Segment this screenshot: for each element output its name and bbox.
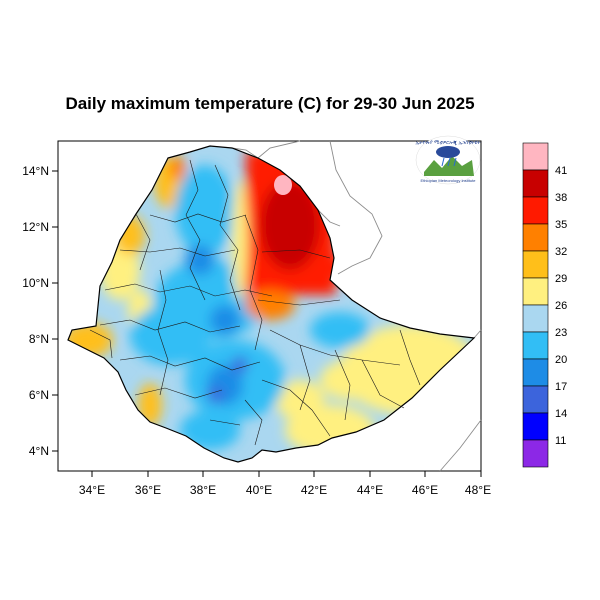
x-tick-label: 44°E	[357, 483, 383, 497]
legend-label: 38	[555, 192, 567, 204]
axis-ticks	[52, 170, 482, 477]
y-tick-label: 14°N	[22, 164, 49, 178]
legend-label: 32	[555, 246, 567, 258]
legend-label: 17	[555, 381, 567, 393]
x-tick-label: 46°E	[412, 483, 438, 497]
legend-label: 20	[555, 354, 567, 366]
admin-boundaries	[89, 159, 421, 446]
legend-label: 35	[555, 219, 567, 231]
color-legend: 41 38 35 32 29 26 23 20 17 14 11	[522, 142, 567, 468]
legend-label: 41	[555, 165, 567, 177]
y-tick-label: 4°N	[29, 444, 49, 458]
logo-text-top: ኢትዮጵያ ሚቲዎሮሎጂ ኢንስቲትዩት	[415, 140, 481, 146]
y-tick-label: 6°N	[29, 388, 49, 402]
y-tick-label: 8°N	[29, 332, 49, 346]
legend-label: 23	[555, 327, 567, 339]
legend-color-box	[522, 169, 549, 198]
legend-label: 11	[555, 435, 566, 447]
legend-color-box	[522, 277, 549, 306]
legend-color-box	[522, 439, 549, 468]
legend-color-box	[522, 223, 549, 252]
legend-color-box	[522, 412, 549, 441]
y-tick-label: 10°N	[22, 276, 49, 290]
y-tick-label: 12°N	[22, 220, 49, 234]
legend-color-box	[522, 304, 549, 333]
legend-color-box	[522, 358, 549, 387]
legend-label: 29	[555, 273, 567, 285]
x-axis-labels: 34°E 36°E 38°E 40°E 42°E 44°E 46°E 48°E	[79, 483, 491, 497]
meteorology-agency-logo-icon: ኢትዮጵያ ሚቲዎሮሎጂ ኢንስቲትዩት Ethiopian Meteorolo…	[415, 135, 481, 185]
neighbor-borders	[231, 140, 482, 472]
x-tick-label: 42°E	[301, 483, 327, 497]
x-tick-label: 38°E	[190, 483, 216, 497]
legend-color-box	[522, 250, 549, 279]
legend-color-box	[522, 196, 549, 225]
x-tick-label: 48°E	[465, 483, 491, 497]
legend-color-box	[522, 385, 549, 414]
logo-text-bottom: Ethiopian Meteorology Institute	[421, 178, 477, 183]
x-tick-label: 34°E	[79, 483, 105, 497]
legend-label: 14	[555, 408, 567, 420]
map-title: Daily maximum temperature (C) for 29-30 …	[65, 94, 475, 113]
x-tick-label: 40°E	[246, 483, 272, 497]
country-border	[67, 145, 476, 463]
legend-label: 26	[555, 300, 567, 312]
legend-color-box	[522, 331, 549, 360]
legend-color-box	[522, 142, 549, 171]
y-axis-labels: 14°N 12°N 10°N 8°N 6°N 4°N	[22, 164, 49, 458]
x-tick-label: 36°E	[135, 483, 161, 497]
